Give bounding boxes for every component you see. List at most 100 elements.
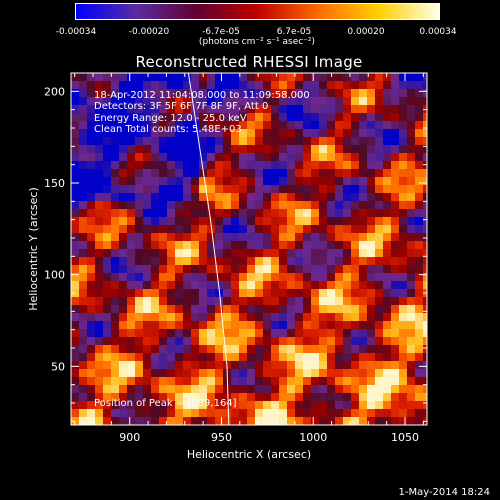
heatmap-cell [415,361,423,369]
heatmap-cell [159,393,167,401]
heatmap-cell [127,193,135,201]
heatmap-cell [175,81,183,89]
heatmap-cell [343,129,351,137]
heatmap-cell [159,257,167,265]
heatmap-cell [71,153,79,161]
heatmap-cell [335,81,343,89]
heatmap-cell [183,393,191,401]
heatmap-cell [423,273,427,281]
heatmap-cell [263,113,271,121]
heatmap-cell [215,265,223,273]
heatmap-cell [143,121,151,129]
heatmap-cell [303,353,311,361]
heatmap-cell [359,417,367,425]
heatmap-cell [263,377,271,385]
heatmap-cell [231,377,239,385]
heatmap-cell [175,297,183,305]
heatmap-cell [383,345,391,353]
heatmap-cell [215,289,223,297]
heatmap-cell [359,209,367,217]
heatmap-cell [191,201,199,209]
heatmap-cell [295,297,303,305]
heatmap-cell [351,113,359,121]
heatmap-cell [415,81,423,89]
heatmap-cell [231,81,239,89]
heatmap-cell [191,217,199,225]
heatmap-cell [383,97,391,105]
heatmap-cell [415,185,423,193]
heatmap-cell [311,281,319,289]
heatmap-cell [399,273,407,281]
heatmap-cell [239,345,247,353]
heatmap-cell [143,281,151,289]
heatmap-cell [175,201,183,209]
heatmap-cell [335,209,343,217]
heatmap-cell [391,129,399,137]
heatmap-cell [327,345,335,353]
heatmap-cell [375,345,383,353]
heatmap-image [71,73,427,425]
heatmap-cell [407,305,415,313]
heatmap-cell [95,113,103,121]
heatmap-cell [271,137,279,145]
heatmap-cell [415,113,423,121]
heatmap-cell [119,145,127,153]
heatmap-cell [279,137,287,145]
heatmap-cell [271,361,279,369]
heatmap-cell [87,209,95,217]
heatmap-cell [231,201,239,209]
heatmap-cell [79,305,87,313]
heatmap-cell [295,89,303,97]
heatmap-cell [327,81,335,89]
heatmap-cell [407,209,415,217]
heatmap-cell [87,177,95,185]
heatmap-cell [375,289,383,297]
heatmap-cell [143,81,151,89]
heatmap-cell [271,417,279,425]
heatmap-cell [255,113,263,121]
heatmap-cell [143,313,151,321]
heatmap-cell [287,409,295,417]
heatmap-cell [295,201,303,209]
heatmap-cell [279,217,287,225]
heatmap-cell [207,145,215,153]
heatmap-cell [191,241,199,249]
heatmap-cell [103,353,111,361]
heatmap-cell [71,257,79,265]
heatmap-cell [127,393,135,401]
heatmap-cell [335,321,343,329]
heatmap-cell [231,105,239,113]
heatmap-cell [223,337,231,345]
heatmap-cell [231,385,239,393]
heatmap-cell [223,161,231,169]
heatmap-cell [239,409,247,417]
heatmap-cell [191,97,199,105]
heatmap-cell [87,169,95,177]
heatmap-cell [279,161,287,169]
heatmap-cell [199,193,207,201]
heatmap-cell [391,281,399,289]
heatmap-cell [175,161,183,169]
heatmap-cell [343,409,351,417]
heatmap-cell [207,121,215,129]
heatmap-cell [311,305,319,313]
heatmap-cell [263,129,271,137]
heatmap-cell [119,385,127,393]
heatmap-cell [391,385,399,393]
heatmap-cell [287,105,295,113]
heatmap-cell [295,217,303,225]
heatmap-cell [335,233,343,241]
heatmap-cell [279,113,287,121]
heatmap-cell [319,105,327,113]
heatmap-cell [279,193,287,201]
heatmap-cell [287,73,295,81]
heatmap-cell [303,153,311,161]
heatmap-cell [135,297,143,305]
heatmap-cell [407,105,415,113]
heatmap-cell [311,193,319,201]
heatmap-cell [103,137,111,145]
heatmap-cell [359,305,367,313]
heatmap-cell [215,121,223,129]
heatmap-cell [263,241,271,249]
